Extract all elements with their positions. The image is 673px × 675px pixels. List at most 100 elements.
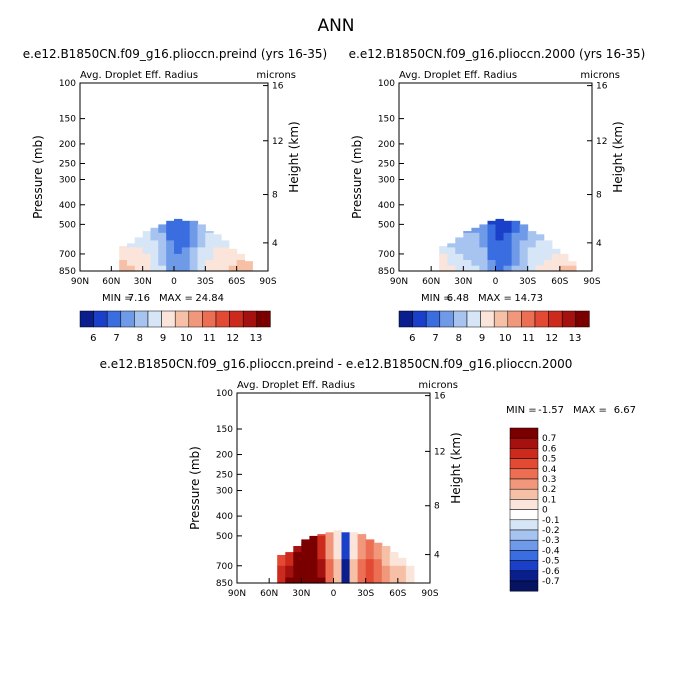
- field-cell: [373, 565, 383, 573]
- field-cell: [471, 232, 480, 241]
- field-cell: [463, 253, 472, 261]
- field-cell: [535, 253, 545, 261]
- panel-units: microns: [418, 380, 458, 391]
- pressure-tick-label: 500: [216, 532, 233, 542]
- field-cell: [519, 247, 529, 255]
- colorbar-tick-label: 0.6: [542, 444, 557, 454]
- field-cell: [365, 552, 375, 560]
- pressure-tick-label: 250: [59, 159, 76, 169]
- panel-title: e.e12.B1850CN.f09_g16.plioccn.2000 (yrs …: [349, 47, 646, 61]
- field-cell: [495, 260, 505, 267]
- field-cell: [397, 557, 407, 560]
- field-cell: [317, 565, 326, 573]
- y2-axis-label: Height (km): [449, 432, 463, 503]
- field-cell: [447, 247, 456, 255]
- field-cell: [166, 260, 175, 267]
- field-cell: [503, 220, 513, 225]
- field-cell: [158, 224, 167, 234]
- field-cell: [301, 544, 310, 553]
- field-cell: [197, 265, 206, 272]
- colorbar-swatch: [229, 310, 244, 328]
- field-cell: [447, 265, 456, 272]
- field-cell: [285, 552, 294, 560]
- field-cell: [333, 571, 343, 579]
- field-cell: [495, 247, 505, 255]
- field-cell: [527, 253, 537, 261]
- colorbar-tick-label: -0.3: [542, 536, 560, 546]
- pressure-tick-label: 700: [378, 250, 395, 260]
- panel-subtitle: Avg. Droplet Eff. Radius: [399, 70, 517, 81]
- colorbar: 6 7 8 9 10 11 12 13: [79, 310, 271, 344]
- field-cell: [357, 535, 367, 545]
- panel-units: microns: [580, 70, 620, 81]
- field-cell: [150, 265, 159, 272]
- field-cell: [317, 535, 326, 545]
- field-cell: [527, 265, 537, 272]
- pressure-tick-label: 300: [378, 176, 395, 186]
- x-tick-label: 90S: [583, 277, 600, 287]
- field-cell: [381, 571, 391, 579]
- field-cell: [471, 265, 480, 272]
- field-cell: [293, 577, 302, 584]
- field-cell: [119, 265, 128, 272]
- field-cell: [349, 544, 359, 553]
- x-tick-label: 60N: [422, 277, 440, 287]
- x-tick-label: 90N: [228, 589, 246, 599]
- field-cell: [511, 265, 521, 272]
- field-cell: [365, 577, 375, 584]
- colorbar-swatch: [147, 310, 162, 328]
- field-cell: [317, 571, 326, 579]
- pressure-tick-label: 200: [59, 140, 76, 150]
- colorbar-tick-label: -0.4: [542, 546, 560, 556]
- field-cell: [503, 247, 513, 255]
- field-cell: [341, 565, 351, 573]
- field-cell: [205, 260, 214, 267]
- x-tick-label: 90N: [390, 277, 408, 287]
- field-cell: [277, 559, 286, 567]
- field-cell: [205, 247, 214, 255]
- field-cell: [527, 260, 537, 267]
- height-tick-label: 16: [434, 392, 446, 402]
- colorbar-swatch: [134, 310, 149, 328]
- field-cell: [479, 265, 488, 272]
- field-cell: [519, 224, 529, 234]
- x-tick-label: 30N: [454, 277, 472, 287]
- field-cell: [293, 559, 302, 567]
- field-cell: [397, 577, 407, 584]
- field-cell: [389, 565, 399, 573]
- field-cell: [213, 265, 222, 272]
- field-cell: [389, 577, 399, 584]
- field-cell: [228, 260, 238, 267]
- field-cell: [325, 535, 335, 545]
- field-cell: [174, 265, 183, 272]
- field-cell: [511, 247, 521, 255]
- field-cell: [389, 552, 399, 560]
- colorbar-tick-label: 7: [113, 333, 119, 344]
- field-cell: [397, 571, 407, 579]
- field-cell: [174, 247, 183, 255]
- field-cell: [285, 571, 294, 579]
- colorbar-swatch: [453, 310, 468, 328]
- colorbar-swatch: [79, 310, 94, 328]
- pressure-tick-label: 500: [378, 220, 395, 230]
- field-cell: [205, 231, 214, 234]
- field-cell: [341, 577, 351, 584]
- colorbar-swatch: [509, 560, 539, 572]
- panel-y2000: e.e12.B1850CN.f09_g16.plioccn.2000 (yrs …: [349, 47, 646, 344]
- field-cell: [447, 260, 456, 267]
- field-cell: [357, 577, 367, 584]
- colorbar-swatch: [509, 539, 539, 551]
- field-cell: [119, 253, 128, 261]
- height-tick-label: 12: [434, 447, 445, 457]
- field-cell: [511, 220, 521, 225]
- colorbar-swatch: [215, 310, 230, 328]
- field-cell: [236, 253, 246, 261]
- field-cell: [134, 265, 144, 272]
- colorbar-tick-label: 9: [479, 333, 485, 344]
- field-cell: [381, 565, 391, 573]
- field-cell: [317, 559, 326, 567]
- field-cell: [487, 240, 497, 248]
- field-cell: [325, 577, 335, 584]
- field-cell: [127, 265, 136, 272]
- field-cell: [471, 227, 480, 234]
